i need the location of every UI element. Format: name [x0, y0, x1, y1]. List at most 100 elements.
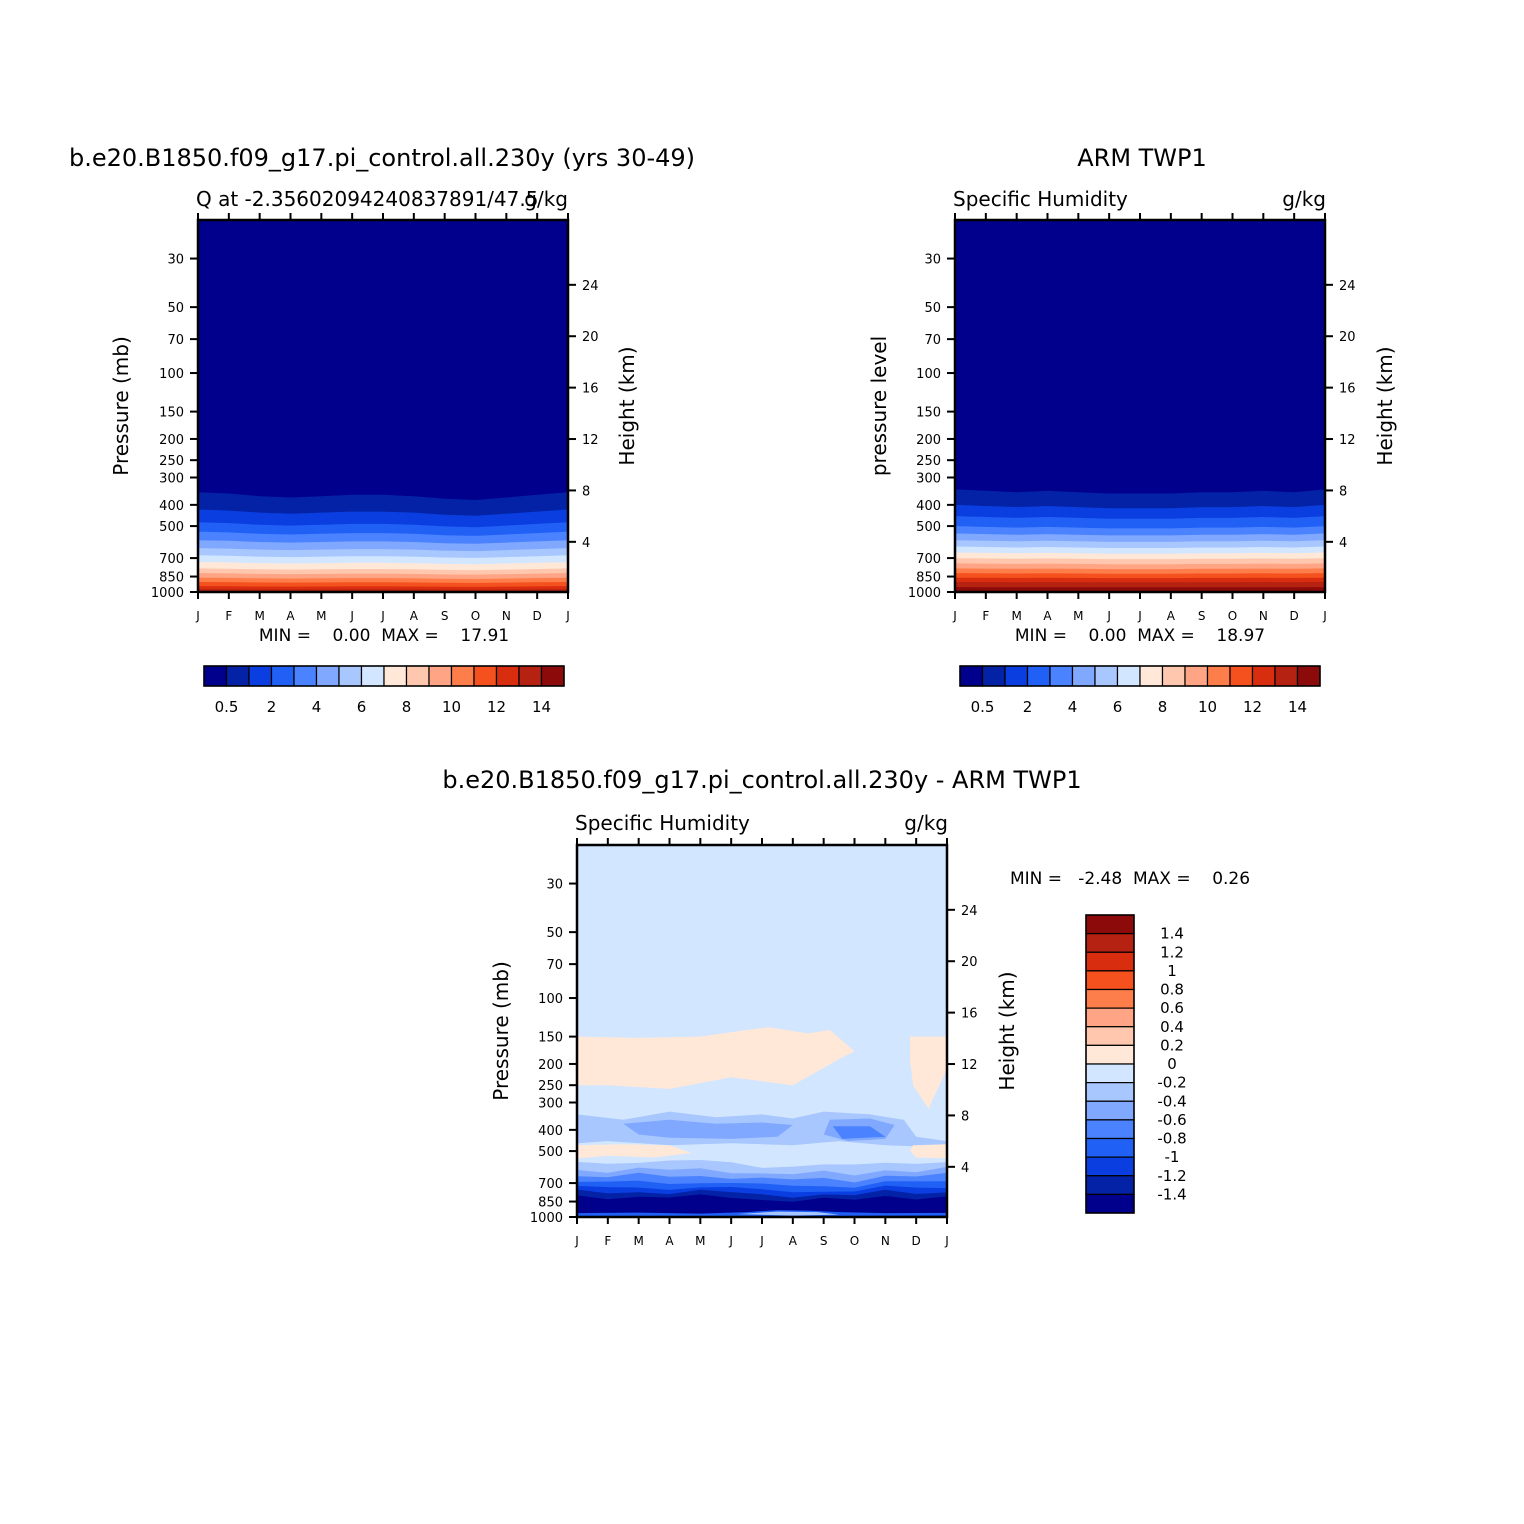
panel-model-subtitle-left: Q at -2.35602094240837891/47.5 [196, 187, 538, 211]
colorbar-swatch [1229, 665, 1254, 687]
colorbar-swatch [1085, 988, 1135, 1009]
colorbar-label: 14 [1288, 698, 1307, 716]
y-tick-label: 200 [159, 433, 184, 448]
y-tick-label: 1000 [530, 1211, 563, 1226]
x-tick-label: O [850, 1234, 859, 1248]
y-tick-label: 500 [538, 1145, 563, 1160]
colorbar-label: 12 [1243, 698, 1262, 716]
y-tick-label: 250 [916, 454, 941, 469]
y-tick-label: 850 [916, 571, 941, 586]
y-tick-label: 30 [167, 253, 184, 268]
right-tick-label: 8 [961, 1109, 969, 1124]
colorbar-swatch [1094, 665, 1119, 687]
colorbar-label: 8 [1158, 698, 1168, 716]
panel-obs: ARM TWP1 Specific Humidity g/kg 30 50 70 10… [867, 144, 1397, 716]
colorbar-swatch [1085, 1100, 1135, 1121]
colorbar-label: 0.4 [1160, 1018, 1184, 1036]
x-tick-label: M [316, 609, 326, 623]
x-tick-label: A [1167, 609, 1176, 623]
colorbar-swatch [1071, 665, 1096, 687]
x-tick-label: F [225, 609, 232, 623]
y-tick-label: 300 [538, 1097, 563, 1112]
colorbar-frame [959, 665, 1321, 687]
x-tick-label: N [1259, 609, 1268, 623]
colorbar-label: 2 [267, 698, 277, 716]
colorbar-frame [1085, 914, 1135, 1214]
colorbar-swatch [1085, 1137, 1135, 1158]
colorbar-swatch [383, 665, 408, 687]
colorbar-swatch [405, 665, 430, 687]
negative-region-mid-strong [623, 1119, 793, 1139]
colorbar-swatch [315, 665, 340, 687]
colorbar-label: 0 [1167, 1055, 1177, 1073]
x-tick-label: M [1011, 609, 1021, 623]
y-tick-label: 300 [916, 472, 941, 487]
y-tick-label: 30 [546, 878, 563, 893]
x-tick-label: F [604, 1234, 611, 1248]
colorbar-swatch [1116, 665, 1141, 687]
colorbar-label: 10 [1198, 698, 1217, 716]
y-tick-label: 100 [916, 367, 941, 382]
panel-diff: b.e20.B1850.f09_g17.pi_control.all.230y … [442, 766, 1250, 1248]
x-tick-label: S [820, 1234, 828, 1248]
colorbar-swatch [1085, 1193, 1135, 1214]
x-tick-label: M [695, 1234, 705, 1248]
y-tick-label: 50 [167, 301, 184, 316]
y-tick-label: 30 [924, 253, 941, 268]
right-tick-label: 20 [582, 330, 599, 345]
colorbar-swatch [1274, 665, 1299, 687]
right-tick-label: 4 [961, 1161, 969, 1176]
colorbar-swatch [495, 665, 520, 687]
x-tick-label: J [565, 609, 570, 623]
x-tick-label: J [1137, 609, 1142, 623]
x-tick-label: A [665, 1234, 674, 1248]
negative-band-lower [577, 1194, 947, 1217]
x-tick-label: A [286, 609, 295, 623]
right-tick-label: 20 [961, 955, 978, 970]
y-tick-label: 150 [538, 1031, 563, 1046]
y-tick-label: 500 [159, 520, 184, 535]
y-tick-label: 1000 [908, 586, 941, 601]
x-tick-label: D [1290, 609, 1299, 623]
colorbar-swatch [293, 665, 318, 687]
panel-diff-title: b.e20.B1850.f09_g17.pi_control.all.230y … [442, 766, 1081, 794]
panel-model-y-axis-label: Pressure (mb) [109, 336, 133, 476]
positive-region-upper [577, 1027, 855, 1089]
panel-model-title: b.e20.B1850.f09_g17.pi_control.all.230y … [69, 144, 695, 172]
colorbar-swatch [225, 665, 250, 687]
right-tick-label: 24 [1339, 279, 1356, 294]
panel-obs-units: g/kg [1282, 187, 1326, 211]
panel-diff-units: g/kg [904, 811, 948, 835]
y-tick-label: 100 [159, 367, 184, 382]
colorbar-swatch [1026, 665, 1051, 687]
y-tick-label: 700 [159, 552, 184, 567]
colorbar-label: 4 [312, 698, 322, 716]
positive-region-500-dec [910, 1144, 947, 1159]
colorbar-swatch [1206, 665, 1231, 687]
negative-region-sep-core [832, 1126, 886, 1139]
x-tick-label: J [1106, 609, 1111, 623]
colorbar-swatch [959, 665, 984, 687]
right-tick-label: 4 [582, 536, 590, 551]
y-tick-label: 400 [916, 499, 941, 514]
colorbar-label: 0.8 [1160, 981, 1184, 999]
colorbar-label: 0.5 [971, 698, 995, 716]
x-tick-label: S [441, 609, 449, 623]
panel-obs-title: ARM TWP1 [1077, 144, 1207, 172]
colorbar-label: 12 [487, 698, 506, 716]
x-tick-label: J [195, 609, 200, 623]
colorbar-label: 4 [1068, 698, 1078, 716]
colorbar-label: -1.2 [1157, 1167, 1186, 1185]
x-tick-label: N [881, 1234, 890, 1248]
y-tick-label: 150 [159, 406, 184, 421]
colorbar-swatch [1085, 1175, 1135, 1195]
x-tick-label: M [633, 1234, 643, 1248]
y-tick-label: 400 [538, 1124, 563, 1139]
x-tick-label: J [1322, 609, 1327, 623]
colorbar-swatch [360, 665, 385, 687]
x-tick-label: O [471, 609, 480, 623]
panel-obs-y-axis-label: pressure level [867, 336, 891, 476]
